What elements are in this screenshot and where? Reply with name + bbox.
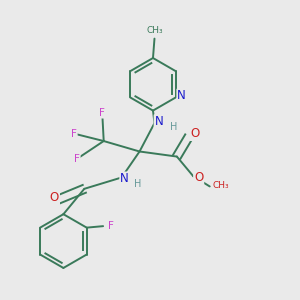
- Text: O: O: [190, 127, 200, 140]
- Text: H: H: [169, 122, 177, 132]
- Text: F: F: [99, 108, 105, 118]
- Text: N: N: [120, 172, 129, 185]
- Text: H: H: [134, 179, 142, 189]
- Text: O: O: [194, 171, 203, 184]
- Text: F: F: [74, 154, 80, 164]
- Text: CH₃: CH₃: [146, 26, 163, 35]
- Text: N: N: [177, 89, 186, 103]
- Text: CH₃: CH₃: [213, 181, 230, 190]
- Text: F: F: [108, 221, 113, 231]
- Text: F: F: [71, 129, 77, 139]
- Text: O: O: [50, 191, 59, 204]
- Text: N: N: [154, 115, 163, 128]
